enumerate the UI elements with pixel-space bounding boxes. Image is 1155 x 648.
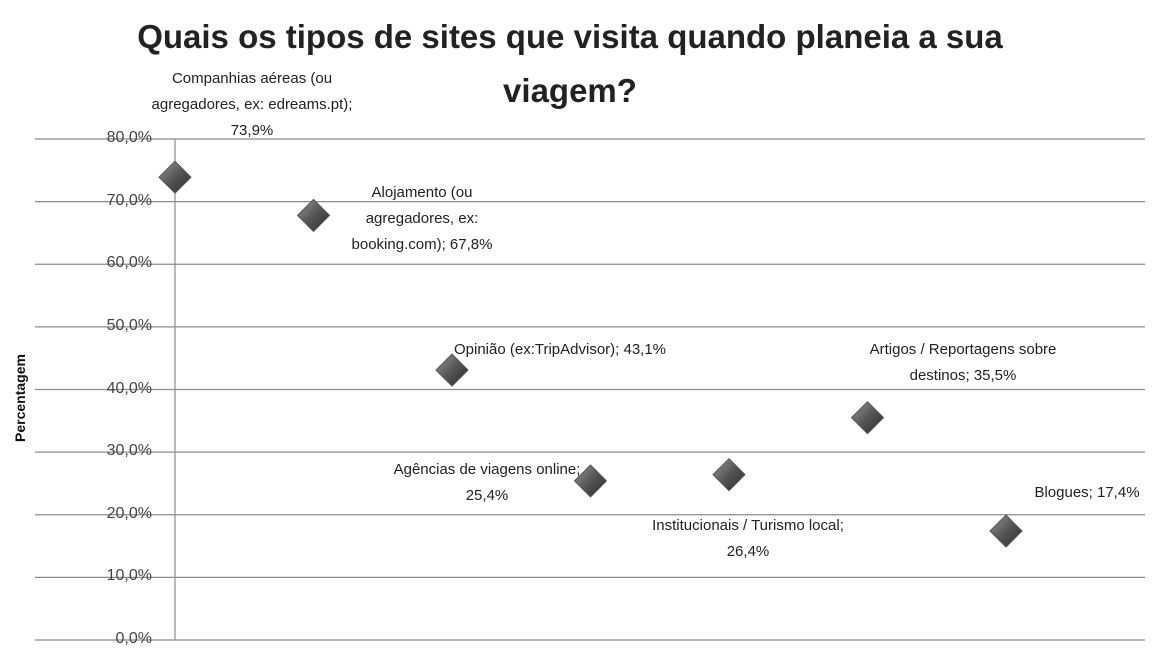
y-tick-label: 40,0%	[106, 379, 152, 397]
y-tick-label: 80,0%	[106, 129, 152, 146]
marker	[850, 400, 885, 435]
marker	[989, 514, 1023, 548]
marker	[158, 160, 192, 194]
y-tick-label: 20,0%	[106, 504, 152, 522]
marker	[712, 457, 746, 492]
data-label: Institucionais / Turismo local; 26,4%	[652, 517, 844, 560]
y-tick-label: 10,0%	[106, 567, 152, 585]
y-tick-label: 0,0%	[115, 630, 152, 647]
data-label: Agências de viagens online; 25,4%	[393, 461, 581, 504]
data-label: Alojamento (ou agregadores, ex: booking.…	[351, 184, 493, 253]
marker	[435, 353, 469, 387]
marker	[296, 198, 331, 233]
data-label: Artigos / Reportagens sobre destinos; 35…	[869, 341, 1057, 384]
marker	[573, 464, 608, 498]
y-tick-label: 30,0%	[106, 442, 152, 460]
data-label: Blogues; 17,4%	[1034, 484, 1140, 501]
y-tick-label: 50,0%	[106, 316, 152, 334]
chart-title: Quais os tipos de sites que visita quand…	[137, 18, 1003, 109]
y-tick-label: 70,0%	[106, 191, 152, 209]
y-tick-label: 60,0%	[106, 254, 152, 272]
data-label: Companhias aéreas (ou agregadores, ex: e…	[151, 70, 353, 139]
data-label: Opinião (ex:TripAdvisor); 43,1%	[453, 341, 667, 358]
y-axis-label: Percentagem	[12, 354, 28, 442]
